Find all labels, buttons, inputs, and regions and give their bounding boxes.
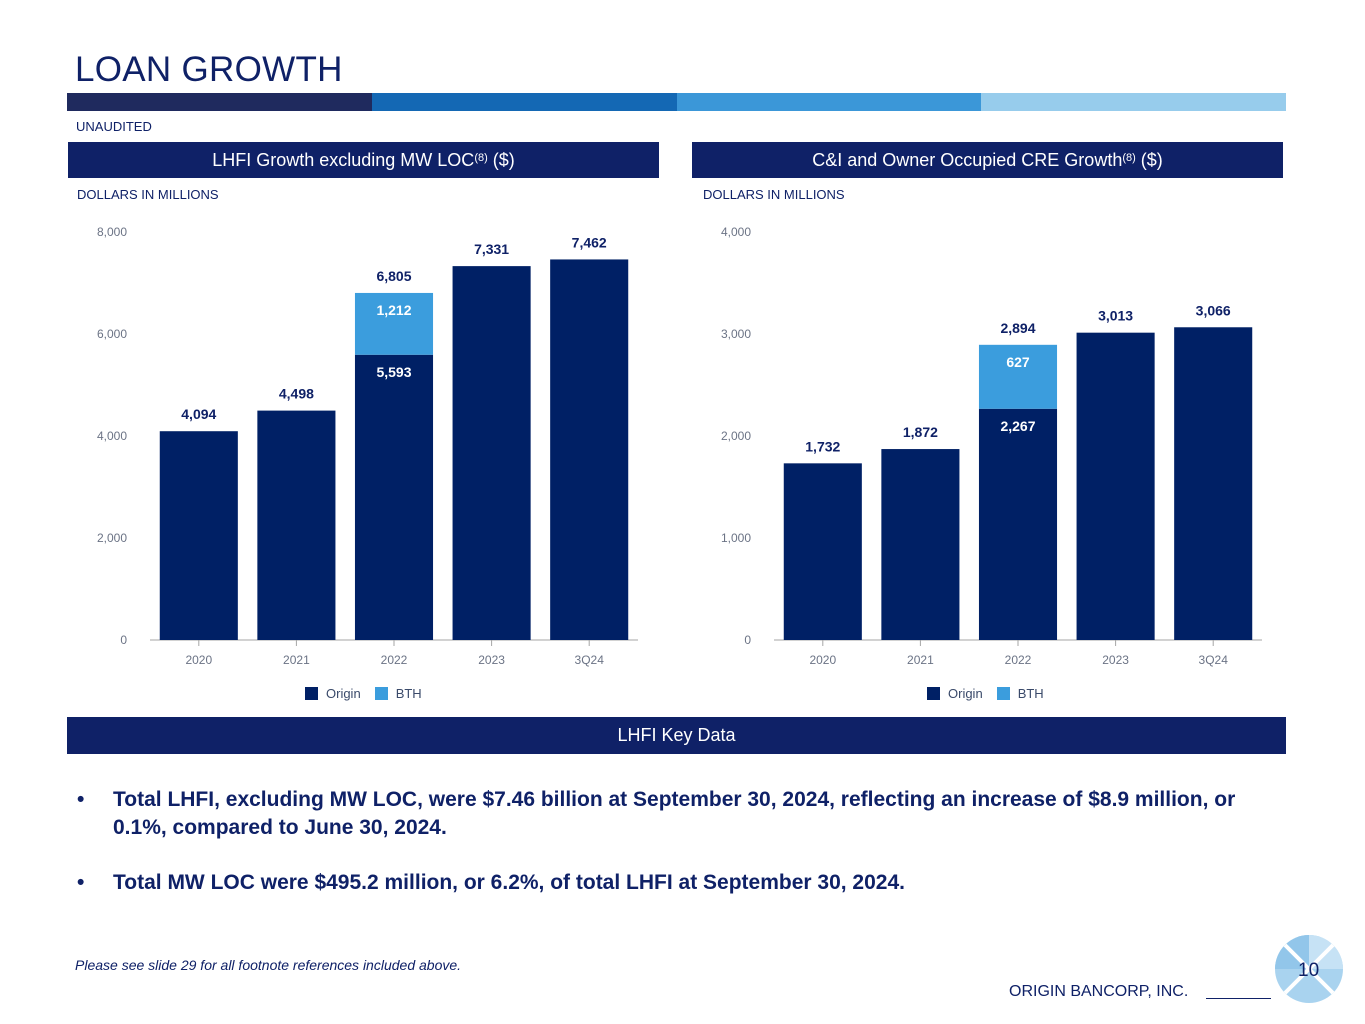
legend-label-origin: Origin [948,686,983,701]
legend-swatch-origin [927,687,940,700]
bar-origin [550,259,629,640]
company-logo-icon [1275,935,1343,1003]
legend-label-bth: BTH [1017,686,1044,701]
x-tick-label: 2020 [809,653,836,667]
legend-item-origin: Origin [927,686,983,701]
bar-bth [354,292,434,355]
key-data-header: LHFI Key Data [67,717,1286,754]
x-tick-label: 2021 [907,653,934,667]
chart-svg: 0 1,000 2,000 3,000 4,000 2020 1,732 2021 1,872 2… [721,225,1262,667]
x-tick-label: 2021 [283,653,310,667]
color-bar-segment [67,93,372,111]
y-tick-label: 6,000 [97,327,127,341]
y-tick-label: 8,000 [97,225,127,239]
right-units-label: DOLLARS IN MILLIONS [703,187,845,202]
bar-segment-label: 2,267 [1000,418,1035,434]
bullet-symbol: • [77,788,85,811]
x-tick-label: 2022 [381,653,408,667]
y-tick-label: 2,000 [721,429,751,443]
left-legend: Origin BTH [305,686,436,701]
page-title: LOAN GROWTH [75,50,343,89]
color-bar-segment [676,93,982,111]
chart-svg: 0 2,000 4,000 6,000 8,000 2020 4,094 2021 4,498 2… [97,225,638,667]
bar-total-label: 1,872 [903,424,938,440]
y-tick-label: 1,000 [721,531,751,545]
bar-total-label: 7,331 [474,241,509,257]
color-bar-segment [371,93,677,111]
bar-origin [881,449,960,640]
bar-total-label: 2,894 [1000,320,1035,336]
y-tick-label: 3,000 [721,327,751,341]
x-tick-label: 3Q24 [1199,653,1229,667]
left-panel-title: LHFI Growth excluding MW LOC [212,149,475,170]
bar-origin [452,266,531,640]
x-tick-label: 2022 [1005,653,1032,667]
x-tick-label: 3Q24 [575,653,605,667]
x-tick-label: 2023 [478,653,505,667]
bar-segment-label: 627 [1006,354,1030,370]
bar-origin [257,410,336,640]
legend-label-bth: BTH [395,686,422,701]
bar-origin [159,431,238,640]
bullet-text: Total LHFI, excluding MW LOC, were $7.46… [113,788,1236,839]
right-panel-title: C&I and Owner Occupied CRE Growth [812,149,1123,170]
y-tick-label: 4,000 [721,225,751,239]
left-panel-header: LHFI Growth excluding MW LOC (8) ($) [68,142,659,178]
bar-total-label: 4,498 [279,386,314,402]
bar-origin [1076,332,1155,640]
brand-color-bar [67,93,1286,111]
footnote: Please see slide 29 for all footnote ref… [75,957,462,973]
legend-label-origin: Origin [326,686,361,701]
color-bar-segment [981,93,1286,111]
left-panel-superscript: (8) [474,152,488,164]
right-panel-header: C&I and Owner Occupied CRE Growth (8) ($) [692,142,1283,178]
y-tick-label: 0 [744,633,751,647]
bar-total-label: 1,732 [805,438,840,454]
right-legend: Origin BTH [927,686,1058,701]
legend-swatch-bth [374,687,388,700]
legend-swatch-origin [305,687,318,700]
y-tick-label: 0 [120,633,127,647]
bar-origin [354,354,434,640]
left-bar-chart: 0 2,000 4,000 6,000 8,000 2020 4,094 2021 4,498 2… [68,218,648,678]
key-data-bullets: • Total LHFI, excluding MW LOC, were $7.… [77,786,1257,924]
y-tick-label: 2,000 [97,531,127,545]
y-tick-label: 4,000 [97,429,127,443]
legend-item-origin: Origin [305,686,361,701]
x-tick-label: 2023 [1102,653,1129,667]
bullet-symbol: • [77,871,85,894]
bar-segment-label: 5,593 [376,364,411,380]
bullet-text: Total MW LOC were $495.2 million, or 6.2… [113,871,905,894]
unaudited-label: UNAUDITED [76,119,152,134]
left-panel-unit: ($) [487,149,515,170]
right-bar-chart: 0 1,000 2,000 3,000 4,000 2020 1,732 2021 1,872 2… [692,218,1272,678]
bar-total-label: 7,462 [572,234,607,250]
bar-total-label: 6,805 [376,268,411,284]
bar-total-label: 3,066 [1196,302,1231,318]
bar-origin [1174,327,1253,640]
legend-item-bth: BTH [374,686,422,701]
bar-total-label: 3,013 [1098,308,1133,324]
bar-origin [978,408,1058,640]
bullet-item: • Total LHFI, excluding MW LOC, were $7.… [77,786,1257,842]
left-units-label: DOLLARS IN MILLIONS [77,187,219,202]
right-panel-superscript: (8) [1122,152,1136,164]
bullet-item: • Total MW LOC were $495.2 million, or 6… [77,869,1257,897]
legend-swatch-bth [996,687,1010,700]
bar-origin [783,463,862,640]
company-underline [1206,998,1271,999]
bar-bth [978,344,1058,409]
x-tick-label: 2020 [185,653,212,667]
legend-item-bth: BTH [996,686,1044,701]
page-number: 10 [1298,960,1320,981]
bar-total-label: 4,094 [181,406,216,422]
bar-segment-label: 1,212 [376,302,411,318]
company-name: ORIGIN BANCORP, INC. [1009,983,1189,1000]
right-panel-unit: ($) [1135,149,1163,170]
